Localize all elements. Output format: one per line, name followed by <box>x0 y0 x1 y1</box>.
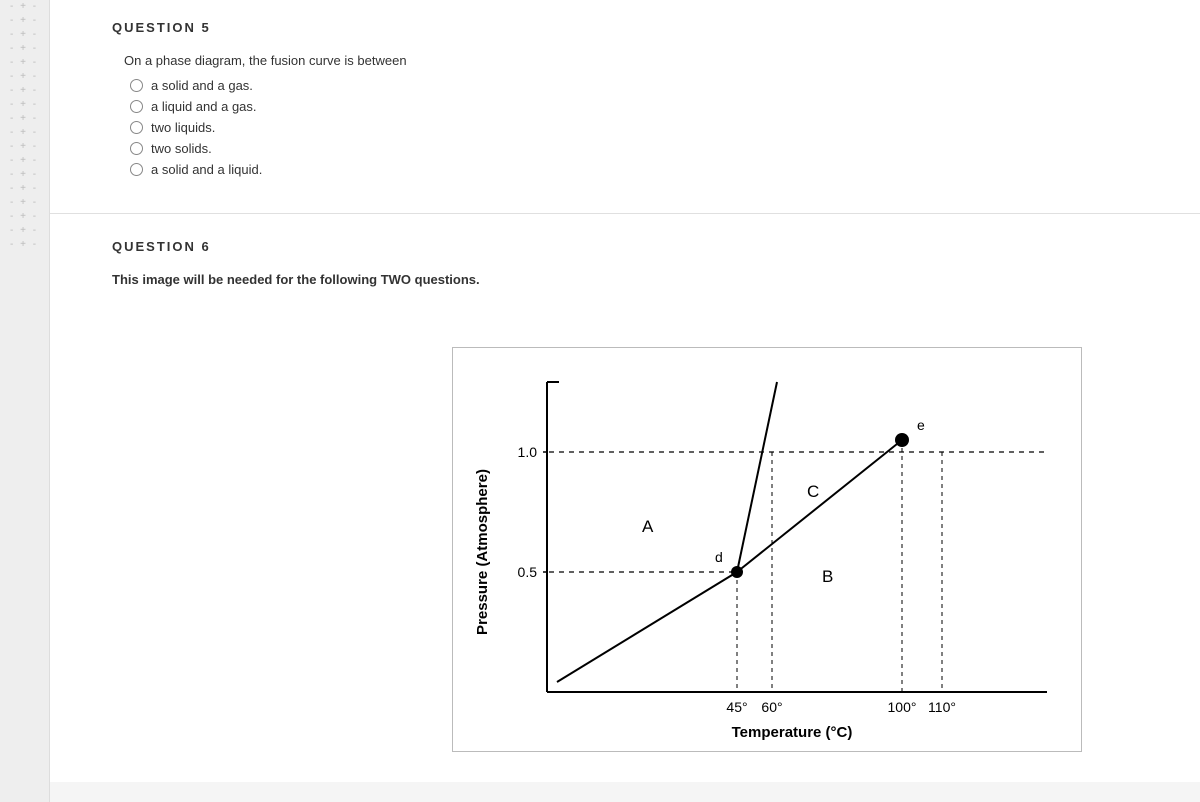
svg-text:B: B <box>822 567 833 586</box>
gutter-mark: - + - <box>10 126 40 140</box>
gutter-mark: - + - <box>10 238 40 252</box>
gutter-mark: - + - <box>10 182 40 196</box>
phase-diagram-container: 1.0 0.5 45° 60° 100° 110° A C Bd e Pressure (Atmos… <box>452 347 1082 752</box>
option-row[interactable]: a solid and a liquid. <box>130 162 1200 177</box>
gutter-mark: - + - <box>10 42 40 56</box>
option-label: two liquids. <box>151 120 215 135</box>
radio-icon[interactable] <box>130 100 143 113</box>
question-6-prompt: This image will be needed for the follow… <box>112 272 1200 287</box>
gutter-mark: - + - <box>10 14 40 28</box>
radio-icon[interactable] <box>130 163 143 176</box>
option-label: a solid and a liquid. <box>151 162 262 177</box>
gutter-mark: - + - <box>10 28 40 42</box>
radio-icon[interactable] <box>130 142 143 155</box>
svg-text:A: A <box>642 517 654 536</box>
svg-text:C: C <box>807 482 819 501</box>
gutter-mark: - + - <box>10 154 40 168</box>
option-row[interactable]: a solid and a gas. <box>130 78 1200 93</box>
svg-text:Temperature (°C): Temperature (°C) <box>732 724 853 741</box>
svg-text:110°: 110° <box>928 699 956 715</box>
svg-text:Pressure (Atmosphere): Pressure (Atmosphere) <box>474 469 491 635</box>
gutter-mark: - + - <box>10 140 40 154</box>
gutter-mark: - + - <box>10 210 40 224</box>
phase-diagram: 1.0 0.5 45° 60° 100° 110° A C Bd e Pressure (Atmos… <box>457 352 1077 742</box>
gutter-mark: - + - <box>10 168 40 182</box>
svg-text:d: d <box>715 549 723 565</box>
option-row[interactable]: two solids. <box>130 141 1200 156</box>
question-5-block: QUESTION 5 On a phase diagram, the fusio… <box>50 0 1200 213</box>
svg-text:0.5: 0.5 <box>518 564 538 580</box>
left-gutter: - + -- + -- + -- + -- + -- + -- + -- + -… <box>0 0 50 802</box>
gutter-mark: - + - <box>10 224 40 238</box>
option-label: a solid and a gas. <box>151 78 253 93</box>
question-6-block: QUESTION 6 This image will be needed for… <box>50 213 1200 782</box>
question-5-title: QUESTION 5 <box>112 20 1200 35</box>
svg-text:45°: 45° <box>726 699 747 715</box>
option-label: a liquid and a gas. <box>151 99 257 114</box>
radio-icon[interactable] <box>130 121 143 134</box>
gutter-mark: - + - <box>10 112 40 126</box>
gutter-mark: - + - <box>10 0 40 14</box>
gutter-mark: - + - <box>10 84 40 98</box>
gutter-mark: - + - <box>10 56 40 70</box>
gutter-mark: - + - <box>10 196 40 210</box>
svg-text:e: e <box>917 417 925 433</box>
svg-text:60°: 60° <box>761 699 782 715</box>
option-label: two solids. <box>151 141 212 156</box>
radio-icon[interactable] <box>130 79 143 92</box>
gutter-mark: - + - <box>10 98 40 112</box>
question-5-prompt: On a phase diagram, the fusion curve is … <box>124 53 1200 68</box>
svg-text:1.0: 1.0 <box>518 444 538 460</box>
gutter-marks: - + -- + -- + -- + -- + -- + -- + -- + -… <box>10 0 40 252</box>
gutter-mark: - + - <box>10 70 40 84</box>
content-area: QUESTION 5 On a phase diagram, the fusio… <box>50 0 1200 782</box>
question-6-title: QUESTION 6 <box>112 239 1200 254</box>
option-row[interactable]: two liquids. <box>130 120 1200 135</box>
question-5-options: a solid and a gas. a liquid and a gas. two… <box>130 78 1200 177</box>
svg-text:100°: 100° <box>888 699 917 715</box>
option-row[interactable]: a liquid and a gas. <box>130 99 1200 114</box>
